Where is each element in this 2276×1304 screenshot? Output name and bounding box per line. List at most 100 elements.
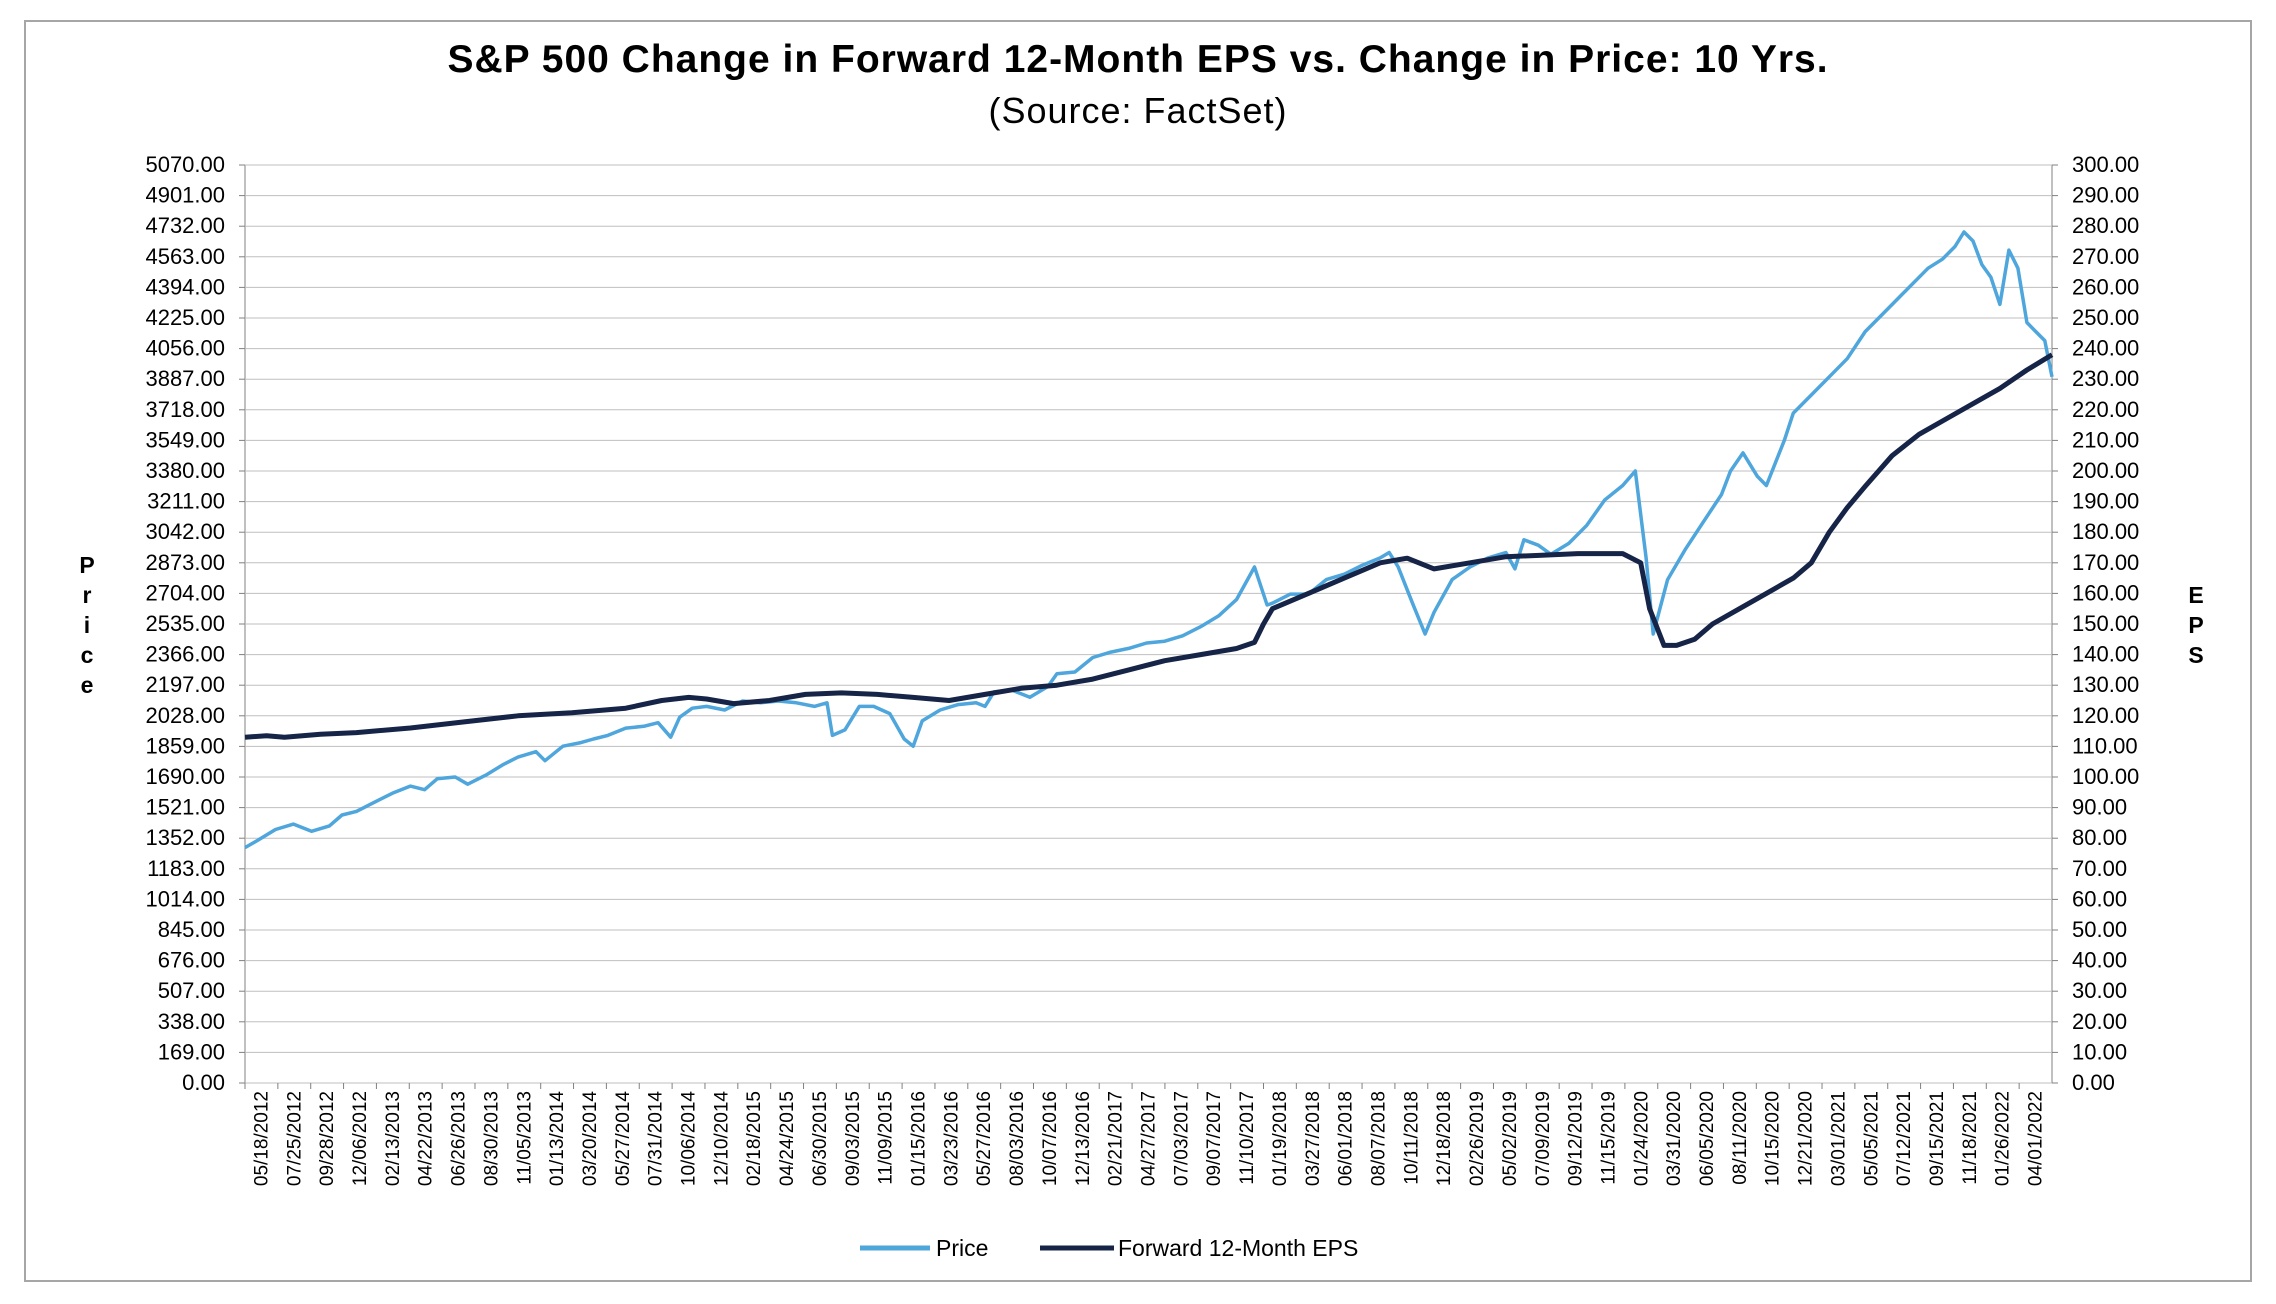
y-left-tick-label: 2535.00 — [145, 611, 225, 636]
y-right-tick-label: 90.00 — [2072, 795, 2127, 820]
x-tick-label: 12/13/2016 — [1073, 1091, 1094, 1186]
y-left-tick-label: 3042.00 — [145, 519, 225, 544]
y-left-tick-label: 3887.00 — [145, 366, 225, 391]
x-tick-label: 11/05/2013 — [514, 1091, 535, 1185]
y-right-axis-label-letter: S — [2188, 642, 2203, 668]
x-tick-label: 04/24/2015 — [777, 1091, 798, 1186]
y-left-tick-label: 3380.00 — [145, 458, 225, 483]
x-tick-label: 09/28/2012 — [317, 1091, 338, 1186]
x-tick-label: 12/10/2014 — [711, 1091, 732, 1187]
y-left-tick-label: 2704.00 — [145, 580, 225, 605]
x-tick-label: 03/31/2020 — [1664, 1091, 1685, 1186]
x-tick-label: 02/26/2019 — [1467, 1091, 1488, 1186]
y-right-tick-label: 250.00 — [2072, 305, 2139, 330]
x-tick-label: 06/30/2015 — [810, 1091, 831, 1186]
series-line-eps — [244, 352, 2054, 740]
x-tick-label: 03/01/2021 — [1828, 1091, 1849, 1186]
x-tick-label: 01/24/2020 — [1631, 1091, 1652, 1186]
x-tick-label: 05/27/2016 — [974, 1091, 995, 1186]
y-left-axis-label-letter: c — [81, 642, 94, 668]
x-tick-label: 10/11/2018 — [1401, 1091, 1422, 1185]
x-tick-label: 01/15/2016 — [909, 1091, 930, 1186]
y-left-tick-label: 1521.00 — [145, 795, 225, 820]
x-tick-label: 01/26/2022 — [1993, 1091, 2014, 1186]
y-right-tick-label: 80.00 — [2072, 825, 2127, 850]
y-left-axis-label-letter: i — [84, 612, 90, 638]
y-right-tick-label: 150.00 — [2072, 611, 2139, 636]
y-left-tick-label: 4563.00 — [145, 244, 225, 269]
x-tick-label: 10/15/2020 — [1763, 1091, 1784, 1186]
y-right-tick-label: 290.00 — [2072, 183, 2139, 208]
x-tick-label: 02/21/2017 — [1106, 1091, 1127, 1186]
series-line-price — [244, 230, 2054, 850]
x-tick-label: 11/10/2017 — [1237, 1091, 1258, 1185]
x-tick-label: 06/01/2018 — [1336, 1091, 1357, 1186]
x-tick-label: 04/01/2022 — [2026, 1091, 2047, 1186]
x-tick-label: 02/18/2015 — [744, 1091, 765, 1186]
y-left-axis-label-letter: e — [81, 672, 94, 698]
y-left-tick-label: 2197.00 — [145, 672, 225, 697]
y-right-tick-label: 140.00 — [2072, 642, 2139, 667]
legend-label-eps: Forward 12-Month EPS — [1118, 1235, 1358, 1261]
y-left-tick-label: 4225.00 — [145, 305, 225, 330]
x-tick-label: 05/05/2021 — [1861, 1091, 1882, 1186]
x-tick-label: 11/09/2015 — [876, 1091, 897, 1185]
y-right-tick-label: 30.00 — [2072, 978, 2127, 1003]
y-left-tick-label: 676.00 — [158, 948, 225, 973]
x-tick-label: 03/20/2014 — [580, 1091, 601, 1187]
y-left-tick-label: 3211.00 — [147, 489, 225, 514]
x-tick-label: 05/18/2012 — [251, 1091, 272, 1186]
y-right-tick-label: 100.00 — [2072, 764, 2139, 789]
y-right-tick-label: 200.00 — [2072, 458, 2139, 483]
x-tick-label: 08/07/2018 — [1368, 1091, 1389, 1186]
x-tick-label: 02/13/2013 — [383, 1091, 404, 1186]
y-left-tick-label: 1014.00 — [145, 886, 225, 911]
y-left-axis-label-letter: r — [83, 582, 92, 608]
x-tick-label: 10/07/2016 — [1040, 1091, 1061, 1186]
y-right-tick-label: 0.00 — [2072, 1070, 2115, 1095]
y-right-tick-label: 170.00 — [2072, 550, 2139, 575]
y-right-tick-label: 40.00 — [2072, 948, 2127, 973]
y-left-tick-label: 4394.00 — [145, 274, 225, 299]
x-tick-label: 07/25/2012 — [284, 1091, 305, 1186]
y-left-tick-label: 1859.00 — [145, 733, 225, 758]
x-tick-label: 06/05/2020 — [1697, 1091, 1718, 1186]
y-right-tick-label: 10.00 — [2072, 1039, 2127, 1064]
chart-subtitle: (Source: FactSet) — [988, 90, 1288, 131]
x-tick-label: 09/07/2017 — [1204, 1091, 1225, 1186]
x-tick-label: 09/12/2019 — [1566, 1091, 1587, 1186]
y-left-tick-label: 1690.00 — [145, 764, 225, 789]
x-tick-label: 08/30/2013 — [481, 1091, 502, 1186]
y-right-tick-label: 210.00 — [2072, 427, 2139, 452]
y-left-tick-label: 169.00 — [158, 1039, 225, 1064]
x-tick-label: 08/11/2020 — [1730, 1091, 1751, 1185]
x-tick-label: 06/26/2013 — [449, 1091, 470, 1186]
legend-label-price: Price — [936, 1235, 988, 1261]
y-left-tick-label: 1183.00 — [147, 856, 225, 881]
y-right-tick-label: 110.00 — [2072, 733, 2138, 758]
y-right-axis-label-letter: E — [2188, 582, 2203, 608]
y-right-tick-label: 260.00 — [2072, 274, 2139, 299]
y-left-axis-label-letter: P — [79, 552, 94, 578]
x-tick-label: 04/27/2017 — [1139, 1091, 1160, 1186]
y-right-tick-label: 180.00 — [2072, 519, 2139, 544]
y-right-tick-label: 160.00 — [2072, 580, 2139, 605]
x-tick-label: 03/27/2018 — [1303, 1091, 1324, 1186]
x-tick-label: 11/18/2021 — [1960, 1091, 1981, 1185]
y-right-tick-label: 60.00 — [2072, 886, 2127, 911]
x-tick-label: 07/03/2017 — [1171, 1091, 1192, 1186]
x-tick-label: 03/23/2016 — [941, 1091, 962, 1186]
y-right-tick-label: 220.00 — [2072, 397, 2139, 422]
x-tick-label: 12/21/2020 — [1796, 1091, 1817, 1186]
y-left-tick-label: 1352.00 — [145, 825, 225, 850]
y-right-tick-label: 70.00 — [2072, 856, 2127, 881]
x-tick-label: 07/12/2021 — [1894, 1091, 1915, 1186]
y-left-tick-label: 4056.00 — [145, 336, 225, 361]
y-left-tick-label: 845.00 — [158, 917, 225, 942]
y-left-tick-label: 0.00 — [182, 1070, 225, 1095]
x-tick-label: 01/19/2018 — [1270, 1091, 1291, 1186]
x-tick-label: 01/13/2014 — [547, 1091, 568, 1187]
y-right-tick-label: 300.00 — [2072, 152, 2139, 177]
y-right-tick-label: 120.00 — [2072, 703, 2139, 728]
